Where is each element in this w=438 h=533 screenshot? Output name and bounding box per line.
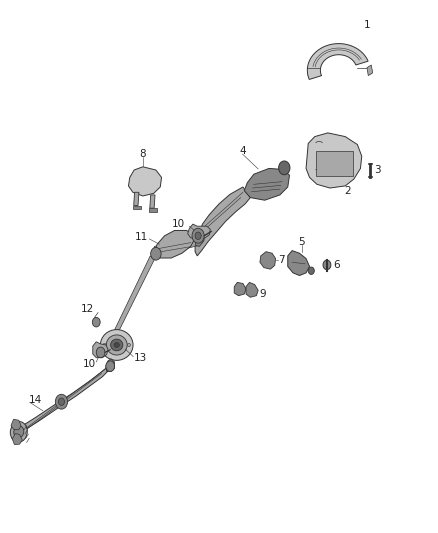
Text: 2: 2 [344,185,350,196]
Circle shape [55,394,67,409]
Text: 10: 10 [172,219,185,229]
Polygon shape [260,252,276,269]
Circle shape [96,347,105,358]
Circle shape [92,317,100,327]
Ellipse shape [111,339,123,351]
Text: 4: 4 [239,146,246,156]
Ellipse shape [106,335,127,355]
Circle shape [195,232,201,239]
Polygon shape [367,65,373,76]
Polygon shape [306,133,362,188]
Polygon shape [106,359,115,372]
Circle shape [106,361,115,372]
Ellipse shape [114,343,119,348]
Text: 10: 10 [83,359,96,369]
Circle shape [58,398,64,406]
Circle shape [279,161,290,175]
Polygon shape [153,230,194,258]
Text: 1: 1 [364,20,370,30]
Polygon shape [195,187,251,256]
Ellipse shape [103,343,106,346]
Polygon shape [134,192,139,206]
Polygon shape [307,44,368,79]
Circle shape [192,228,204,243]
Ellipse shape [14,426,24,438]
Polygon shape [288,251,310,276]
Polygon shape [152,237,199,256]
Text: 8: 8 [140,149,146,159]
Polygon shape [12,433,22,445]
Text: 3: 3 [374,165,381,175]
Polygon shape [195,230,205,246]
Polygon shape [150,195,155,208]
Text: 7: 7 [278,255,284,265]
Circle shape [323,260,331,270]
Polygon shape [149,208,157,212]
Polygon shape [128,167,162,196]
Polygon shape [244,168,290,200]
Bar [316,151,353,176]
Polygon shape [11,419,21,430]
Polygon shape [18,361,111,436]
Polygon shape [246,282,258,297]
Text: 12: 12 [81,304,94,314]
Polygon shape [234,282,246,296]
Text: 14: 14 [28,395,42,405]
Ellipse shape [11,422,27,442]
Text: 11: 11 [135,232,148,243]
Text: 9: 9 [259,289,266,299]
Polygon shape [93,342,108,358]
Polygon shape [107,256,155,347]
Text: 5: 5 [298,237,305,247]
Ellipse shape [127,343,131,346]
Polygon shape [133,206,141,209]
Ellipse shape [100,329,133,360]
Circle shape [151,247,161,260]
Text: 13: 13 [134,353,147,363]
Text: 6: 6 [333,260,339,270]
Circle shape [308,267,314,274]
Polygon shape [187,224,210,239]
